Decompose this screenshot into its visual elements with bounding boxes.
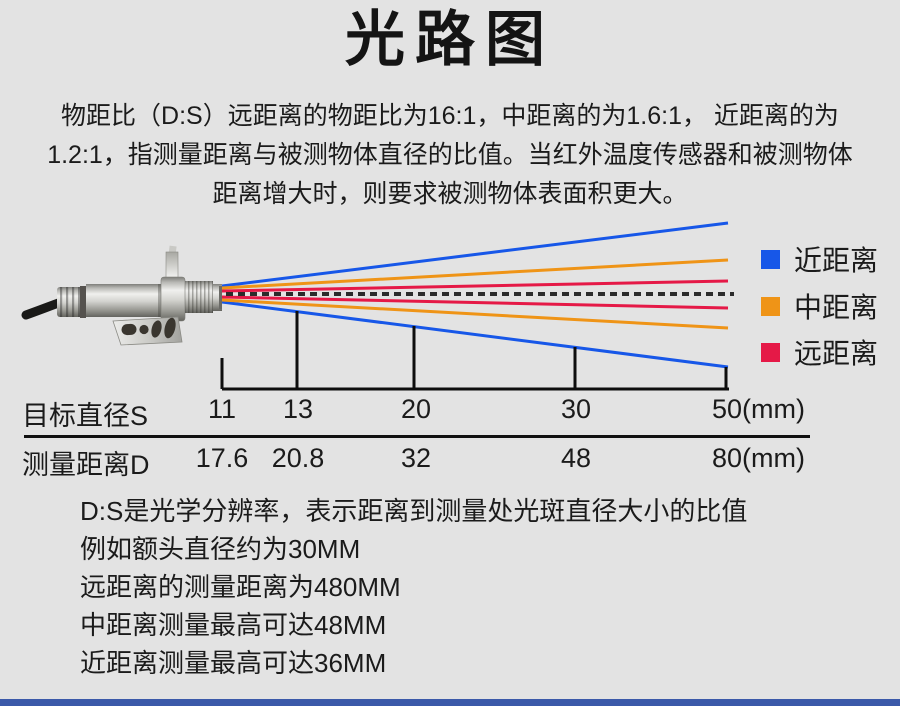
- note-line-5: 近距离测量最高可达36MM: [80, 648, 387, 678]
- optical-diagram: [21, 221, 734, 391]
- table-cell: 11: [207, 394, 237, 424]
- intro-line-2: 1.2:1，指测量距离与被测物体直径的比值。当红外温度传感器和被测物体: [47, 141, 853, 169]
- intro-line-1: 物距比（D:S）远距离的物距比为16:1，中距离的为1.6:1， 近距离的为: [61, 102, 839, 130]
- table-cell: 13: [282, 394, 314, 424]
- beam-far-upper: [221, 279, 729, 293]
- beam-mid-upper: [221, 258, 729, 290]
- beam-far-lower: [221, 295, 729, 310]
- table-cell: 30: [560, 394, 592, 424]
- note-line-4: 中距离测量最高可达48MM: [80, 610, 387, 640]
- note-line-1: D:S是光学分辨率，表示距离到测量处光斑直径大小的比值: [80, 496, 748, 526]
- table-cell: 80(mm): [712, 443, 805, 473]
- bracket-round-hole: [139, 324, 149, 335]
- sensor-tip: [213, 284, 222, 311]
- sensor-illustration: [21, 245, 222, 346]
- bottom-accent-bar: [0, 699, 900, 706]
- table-cell: 20.8: [271, 443, 325, 473]
- table-cell: 20: [400, 394, 432, 424]
- note-line-2: 例如额头直径约为30MM: [80, 534, 361, 564]
- beam-layer: [220, 221, 734, 391]
- body-seam: [158, 284, 162, 317]
- table-cell: 48: [560, 443, 592, 473]
- measure-distance-row: 测量距离D 17.6 20.8 32 48 80(mm): [0, 443, 900, 480]
- sensor-lens-face: [219, 286, 222, 309]
- table-cell: 50(mm): [712, 394, 805, 424]
- intro-paragraph: 物距比（D:S）远距离的物距比为16:1，中距离的为1.6:1， 近距离的为 1…: [40, 97, 860, 214]
- beam-near-upper: [221, 221, 729, 288]
- target-diameter-row: 目标直径S 11 13 20 30 50(mm): [0, 394, 900, 431]
- barrel-threads: [185, 281, 213, 313]
- beam-near-lower: [221, 300, 729, 369]
- intro-line-3: 距离增大时，则要求被测物体表面积更大。: [212, 180, 688, 208]
- page-title: 光路图: [345, 6, 555, 73]
- bracket-oval-hole-1: [151, 320, 162, 338]
- measure-distance-label: 测量距离D: [22, 450, 150, 480]
- table-divider-line: [24, 435, 810, 438]
- gland-ring: [80, 286, 86, 318]
- bracket-slot-hole: [121, 323, 137, 336]
- table-cell: 17.6: [195, 443, 249, 473]
- table-cell: 32: [400, 443, 432, 473]
- sensor-flange-nut: [160, 276, 186, 322]
- target-diameter-label: 目标直径S: [22, 401, 149, 431]
- notes-block: D:S是光学分辨率，表示距离到测量处光斑直径大小的比值 例如额头直径约为30MM…: [80, 492, 747, 682]
- bracket-oval-hole-2: [164, 317, 176, 339]
- note-line-3: 远距离的测量距离为480MM: [80, 572, 401, 602]
- sensor-body: [86, 284, 167, 317]
- cable-gland-ridges: [57, 287, 84, 317]
- beam-mid-lower: [221, 298, 729, 330]
